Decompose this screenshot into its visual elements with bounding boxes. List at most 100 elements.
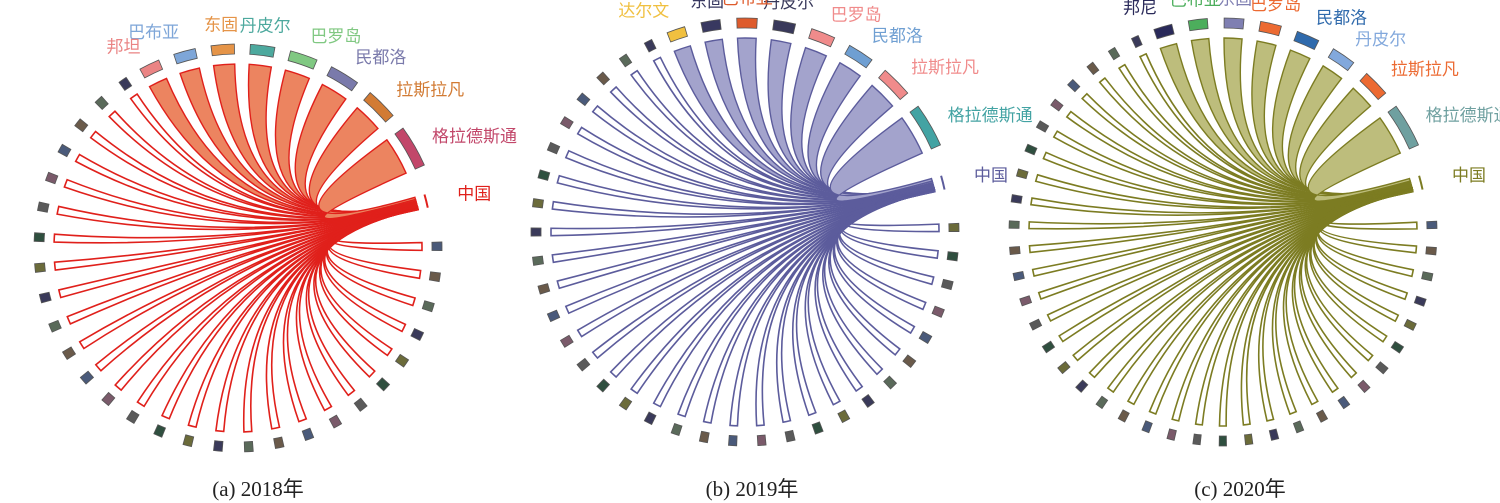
chords (53, 63, 423, 433)
arc-segment-minor (431, 241, 443, 252)
arc-segment-minor (1421, 271, 1434, 282)
arc-segment-minor (670, 422, 683, 437)
arc-segment-minor (861, 393, 875, 408)
arc-segment-minor (1403, 318, 1417, 331)
arc-segment-民都洛 (844, 44, 873, 69)
arc-segment-minor (537, 283, 551, 295)
arc-segment-minor (1041, 340, 1056, 354)
arc-segment-source (423, 194, 429, 208)
arc-segment-minor (1067, 78, 1081, 93)
arc-segment-minor (1117, 409, 1130, 423)
arc-segment-minor (643, 411, 657, 426)
arc-segment-minor (45, 171, 59, 185)
arc-segment-minor (532, 198, 544, 209)
chord-label-target: 巴布亚 (722, 0, 773, 9)
chord-ribbon-minor (840, 190, 940, 233)
arc-segment-minor (118, 76, 133, 91)
arc-segment-格拉德斯通 (394, 127, 425, 170)
arc-segment-minor (559, 116, 574, 130)
arc-segment-拉斯拉凡 (363, 92, 394, 123)
chords (1028, 37, 1418, 427)
chord-ribbon-minor (1318, 190, 1418, 230)
arc-segments (33, 43, 443, 453)
arc-segment-minor (1292, 420, 1305, 434)
arc-segment-minor (883, 375, 898, 390)
arc-segment-minor (74, 118, 89, 133)
arc-segment-minor (532, 255, 544, 266)
arc-segment-minor (410, 327, 425, 342)
arc-segment-minor (1015, 168, 1029, 180)
arc-segment-邦坦 (139, 59, 164, 79)
arc-segment-minor (61, 346, 77, 360)
arc-segment-minor (243, 441, 254, 453)
chord-label-target: 巴罗岛 (831, 5, 882, 25)
caption-2020: (c) 2020年 (1194, 477, 1286, 501)
chord-label-target: 民都洛 (355, 48, 406, 68)
chord-label-target: 巴罗岛 (310, 27, 361, 47)
arc-segment-minor (273, 436, 285, 449)
arc-segment-minor (1357, 379, 1371, 394)
caption-2019: (b) 2019年 (706, 477, 799, 501)
chord-label-source: 中国 (974, 166, 1008, 186)
chord-ribbon-格拉德斯通 (1307, 116, 1412, 202)
arc-segment-minor (375, 377, 391, 392)
arc-segment-巴罗岛 (287, 50, 318, 70)
arc-segment-minor (618, 396, 633, 411)
chord-label-target: 巴布亚 (128, 23, 179, 43)
arc-segment-minor (1086, 61, 1100, 76)
arc-segment-minor (1107, 46, 1121, 61)
chord-label-target: 格拉德斯通 (1426, 106, 1500, 126)
arc-segments (530, 17, 960, 447)
chord-label-target: 东固 (690, 0, 724, 12)
arc-segment-minor (576, 92, 591, 107)
arc-segment-minor (1218, 435, 1227, 447)
chord-label-target: 丹皮尔 (1355, 30, 1406, 50)
arc-segment-minor (1075, 379, 1089, 393)
arc-segment-minor (182, 434, 195, 448)
arc-segment-minor (34, 262, 46, 273)
chord-label-target: 民都洛 (872, 26, 923, 46)
chord-label-target: 丹皮尔 (763, 0, 814, 13)
arc-segment-minor (1028, 318, 1043, 331)
arc-segment-minor (1019, 295, 1033, 307)
arc-segment-minor (101, 391, 116, 407)
arc-segment-minor (618, 53, 633, 68)
chord-label-target: 巴罗岛 (1250, 0, 1301, 15)
arc-segment-minor (1012, 270, 1025, 282)
arc-segment-邦尼 (1153, 23, 1175, 40)
arc-segment-minor (1057, 361, 1071, 375)
arc-segment-minor (1315, 409, 1329, 423)
arc-segment-minor (428, 271, 441, 283)
arc-segment-minor (301, 427, 315, 442)
arc-segment-minor (153, 424, 167, 438)
chord-label-source: 中国 (1452, 166, 1486, 186)
chord-label-target: 格拉德斯通 (432, 127, 517, 147)
arc-segment-minor (1166, 428, 1177, 441)
arc-segment-minor (559, 334, 574, 348)
chord-ribbon-格拉德斯通 (829, 116, 934, 202)
chord-label-target: 东固 (204, 16, 238, 36)
arc-segment-拉斯拉凡 (878, 69, 909, 101)
caption-2018: (a) 2018年 (212, 477, 304, 501)
arc-segment-minor (948, 222, 960, 232)
arc-segment-东固 (700, 19, 722, 33)
arc-segment-minor (940, 278, 954, 291)
arc-segment-minor (546, 141, 561, 155)
arc-segment-minor (1095, 395, 1109, 410)
arc-segment-巴布亚 (173, 48, 198, 65)
arc-segment-minor (784, 429, 796, 443)
arc-segment-minor (1010, 194, 1023, 204)
arc-segment-minor (1426, 220, 1438, 230)
arc-segment-格拉德斯通 (909, 105, 942, 150)
arc-segment-巴罗岛 (808, 28, 836, 48)
arc-segment-minor (33, 232, 45, 243)
arc-segment-丹皮尔 (772, 19, 797, 35)
arc-segment-minor (837, 409, 851, 424)
arc-segment-minor (1390, 340, 1405, 354)
chord-ribbon-格拉德斯通 (318, 138, 417, 220)
